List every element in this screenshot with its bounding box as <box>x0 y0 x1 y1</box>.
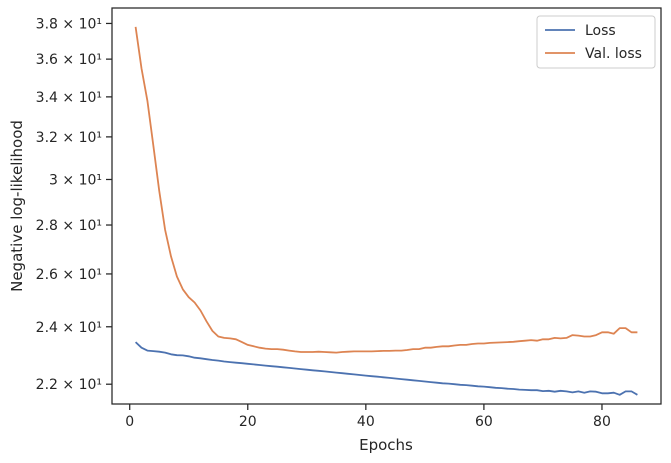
plot-frame <box>111 7 662 405</box>
y-tick-label: 3.4 × 10¹ <box>36 90 102 106</box>
x-axis: 0 20 40 60 80 <box>125 404 611 430</box>
y-tick-label: 2.8 × 10¹ <box>36 218 102 234</box>
x-tick-label: 40 <box>357 414 375 430</box>
x-tick-label: 0 <box>125 414 134 430</box>
series-line-loss <box>134 341 638 396</box>
plot-area <box>112 8 661 404</box>
y-tick-label: 2.6 × 10¹ <box>36 267 102 283</box>
x-axis-label: Epochs <box>359 436 413 454</box>
y-tick-label: 3.6 × 10¹ <box>36 52 102 68</box>
series-line-val-loss <box>134 26 638 354</box>
legend-label-val-loss: Val. loss <box>585 46 642 62</box>
y-tick-label: 2.2 × 10¹ <box>36 377 102 393</box>
y-axis: 2.2 × 10¹ 2.4 × 10¹ 2.6 × 10¹ 2.8 × 10¹ 3 × … <box>36 16 112 393</box>
legend: Loss Val. loss <box>536 15 656 69</box>
y-tick-label: 3.2 × 10¹ <box>36 130 102 146</box>
y-axis-label: Negative log-likelihood <box>8 120 26 292</box>
y-tick-label: 3 × 10¹ <box>49 172 102 188</box>
y-tick-label: 3.8 × 10¹ <box>36 16 102 32</box>
legend-label-loss: Loss <box>585 23 616 39</box>
x-tick-label: 80 <box>593 414 611 430</box>
legend-box <box>536 15 656 69</box>
y-tick-label: 2.4 × 10¹ <box>36 320 102 336</box>
x-tick-label: 60 <box>475 414 493 430</box>
series-layer <box>134 26 638 396</box>
x-tick-label: 20 <box>239 414 257 430</box>
